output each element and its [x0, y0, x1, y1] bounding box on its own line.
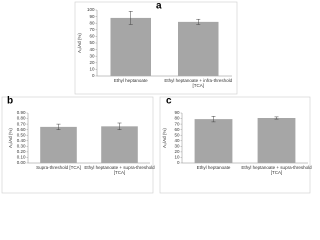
x-tick-label: Ethyl heptanoate + infra-threshold [TCA]: [164, 78, 232, 88]
y-tick-label: 80: [174, 116, 180, 121]
x-tick-label-line: [TCA]: [192, 83, 204, 88]
y-tick-label: 90: [89, 14, 95, 19]
y-tick-label: 50: [174, 132, 180, 137]
bar: [194, 119, 233, 163]
error-bar: [274, 116, 279, 120]
x-tick-label-line: [TCA]: [114, 170, 126, 175]
panel-frame: [1, 96, 154, 194]
y-tick-label: 20: [174, 149, 180, 154]
y-tick-label: 0.40: [17, 138, 26, 143]
x-tick-label-line: Ethyl heptanoate + infra-threshold: [164, 78, 232, 83]
y-tick-label: 90: [174, 110, 180, 115]
y-tick-label: 0.20: [17, 149, 26, 154]
y-tick-label: 0.60: [17, 127, 26, 132]
y-tick-label: 40: [89, 47, 95, 52]
y-tick-label: 40: [174, 138, 180, 143]
panel-label: b: [7, 96, 13, 107]
y-tick-label: 30: [89, 53, 95, 58]
y-tick-label: 0.80: [17, 116, 26, 121]
y-tick-label: 0.70: [17, 121, 26, 126]
y-tick-label: 0: [177, 160, 180, 165]
y-tick-label: 70: [174, 121, 180, 126]
y-tick-label: 80: [89, 20, 95, 25]
y-tick-label: 60: [89, 34, 95, 39]
error-bar: [56, 123, 61, 130]
x-tick-label-line: Ethyl heptanoate + supra-threshold: [241, 165, 312, 170]
y-tick-label: 0.90: [17, 110, 26, 115]
bar: [110, 17, 151, 77]
y-tick-label: 60: [174, 127, 180, 132]
x-tick-label: Ethyl heptanoate + supra-threshold [TCA]: [241, 165, 312, 175]
error-bar: [196, 18, 201, 25]
y-tick-label: 30: [174, 144, 180, 149]
y-tick-label: 10: [174, 155, 180, 160]
error-bar: [117, 122, 122, 130]
x-tick-label: Ethyl heptanoate: [114, 78, 148, 83]
x-tick-label-line: [TCA]: [271, 170, 283, 175]
bar: [257, 118, 296, 163]
panel-frame: [159, 96, 311, 194]
y-axis-label: A₀/Ad (%): [8, 128, 13, 148]
y-tick-label: 20: [89, 60, 95, 65]
y-tick-label: 0.30: [17, 144, 26, 149]
panel-frame: [74, 1, 238, 95]
y-axis-label: A₀/Ad (%): [77, 33, 82, 53]
y-tick-label: 0: [92, 73, 95, 78]
panel-label: a: [156, 1, 162, 12]
y-axis-label: A₀/Ad (%): [162, 128, 167, 148]
y-tick-label: 50: [89, 40, 95, 45]
y-tick-label: 70: [89, 27, 95, 32]
y-tick-label: 100: [87, 7, 95, 12]
x-tick-label: Ethyl heptanoate + supra-threshold [TCA]: [84, 165, 155, 175]
bar: [178, 21, 219, 77]
x-tick-label-line: Ethyl heptanoate + supra-threshold: [84, 165, 155, 170]
bar: [40, 126, 77, 163]
bar: [101, 126, 138, 163]
error-bar: [211, 116, 216, 123]
panel-label: c: [166, 96, 172, 107]
y-tick-label: 10: [89, 67, 95, 72]
x-tick-label: Ethyl heptanoate: [197, 165, 231, 170]
x-tick-label: Supra-threshold [TCA]: [36, 165, 81, 170]
y-tick-label: 0.10: [17, 155, 26, 160]
error-bar: [128, 11, 133, 25]
y-tick-label: 0.50: [17, 132, 26, 137]
y-tick-label: 0.00: [17, 160, 26, 165]
